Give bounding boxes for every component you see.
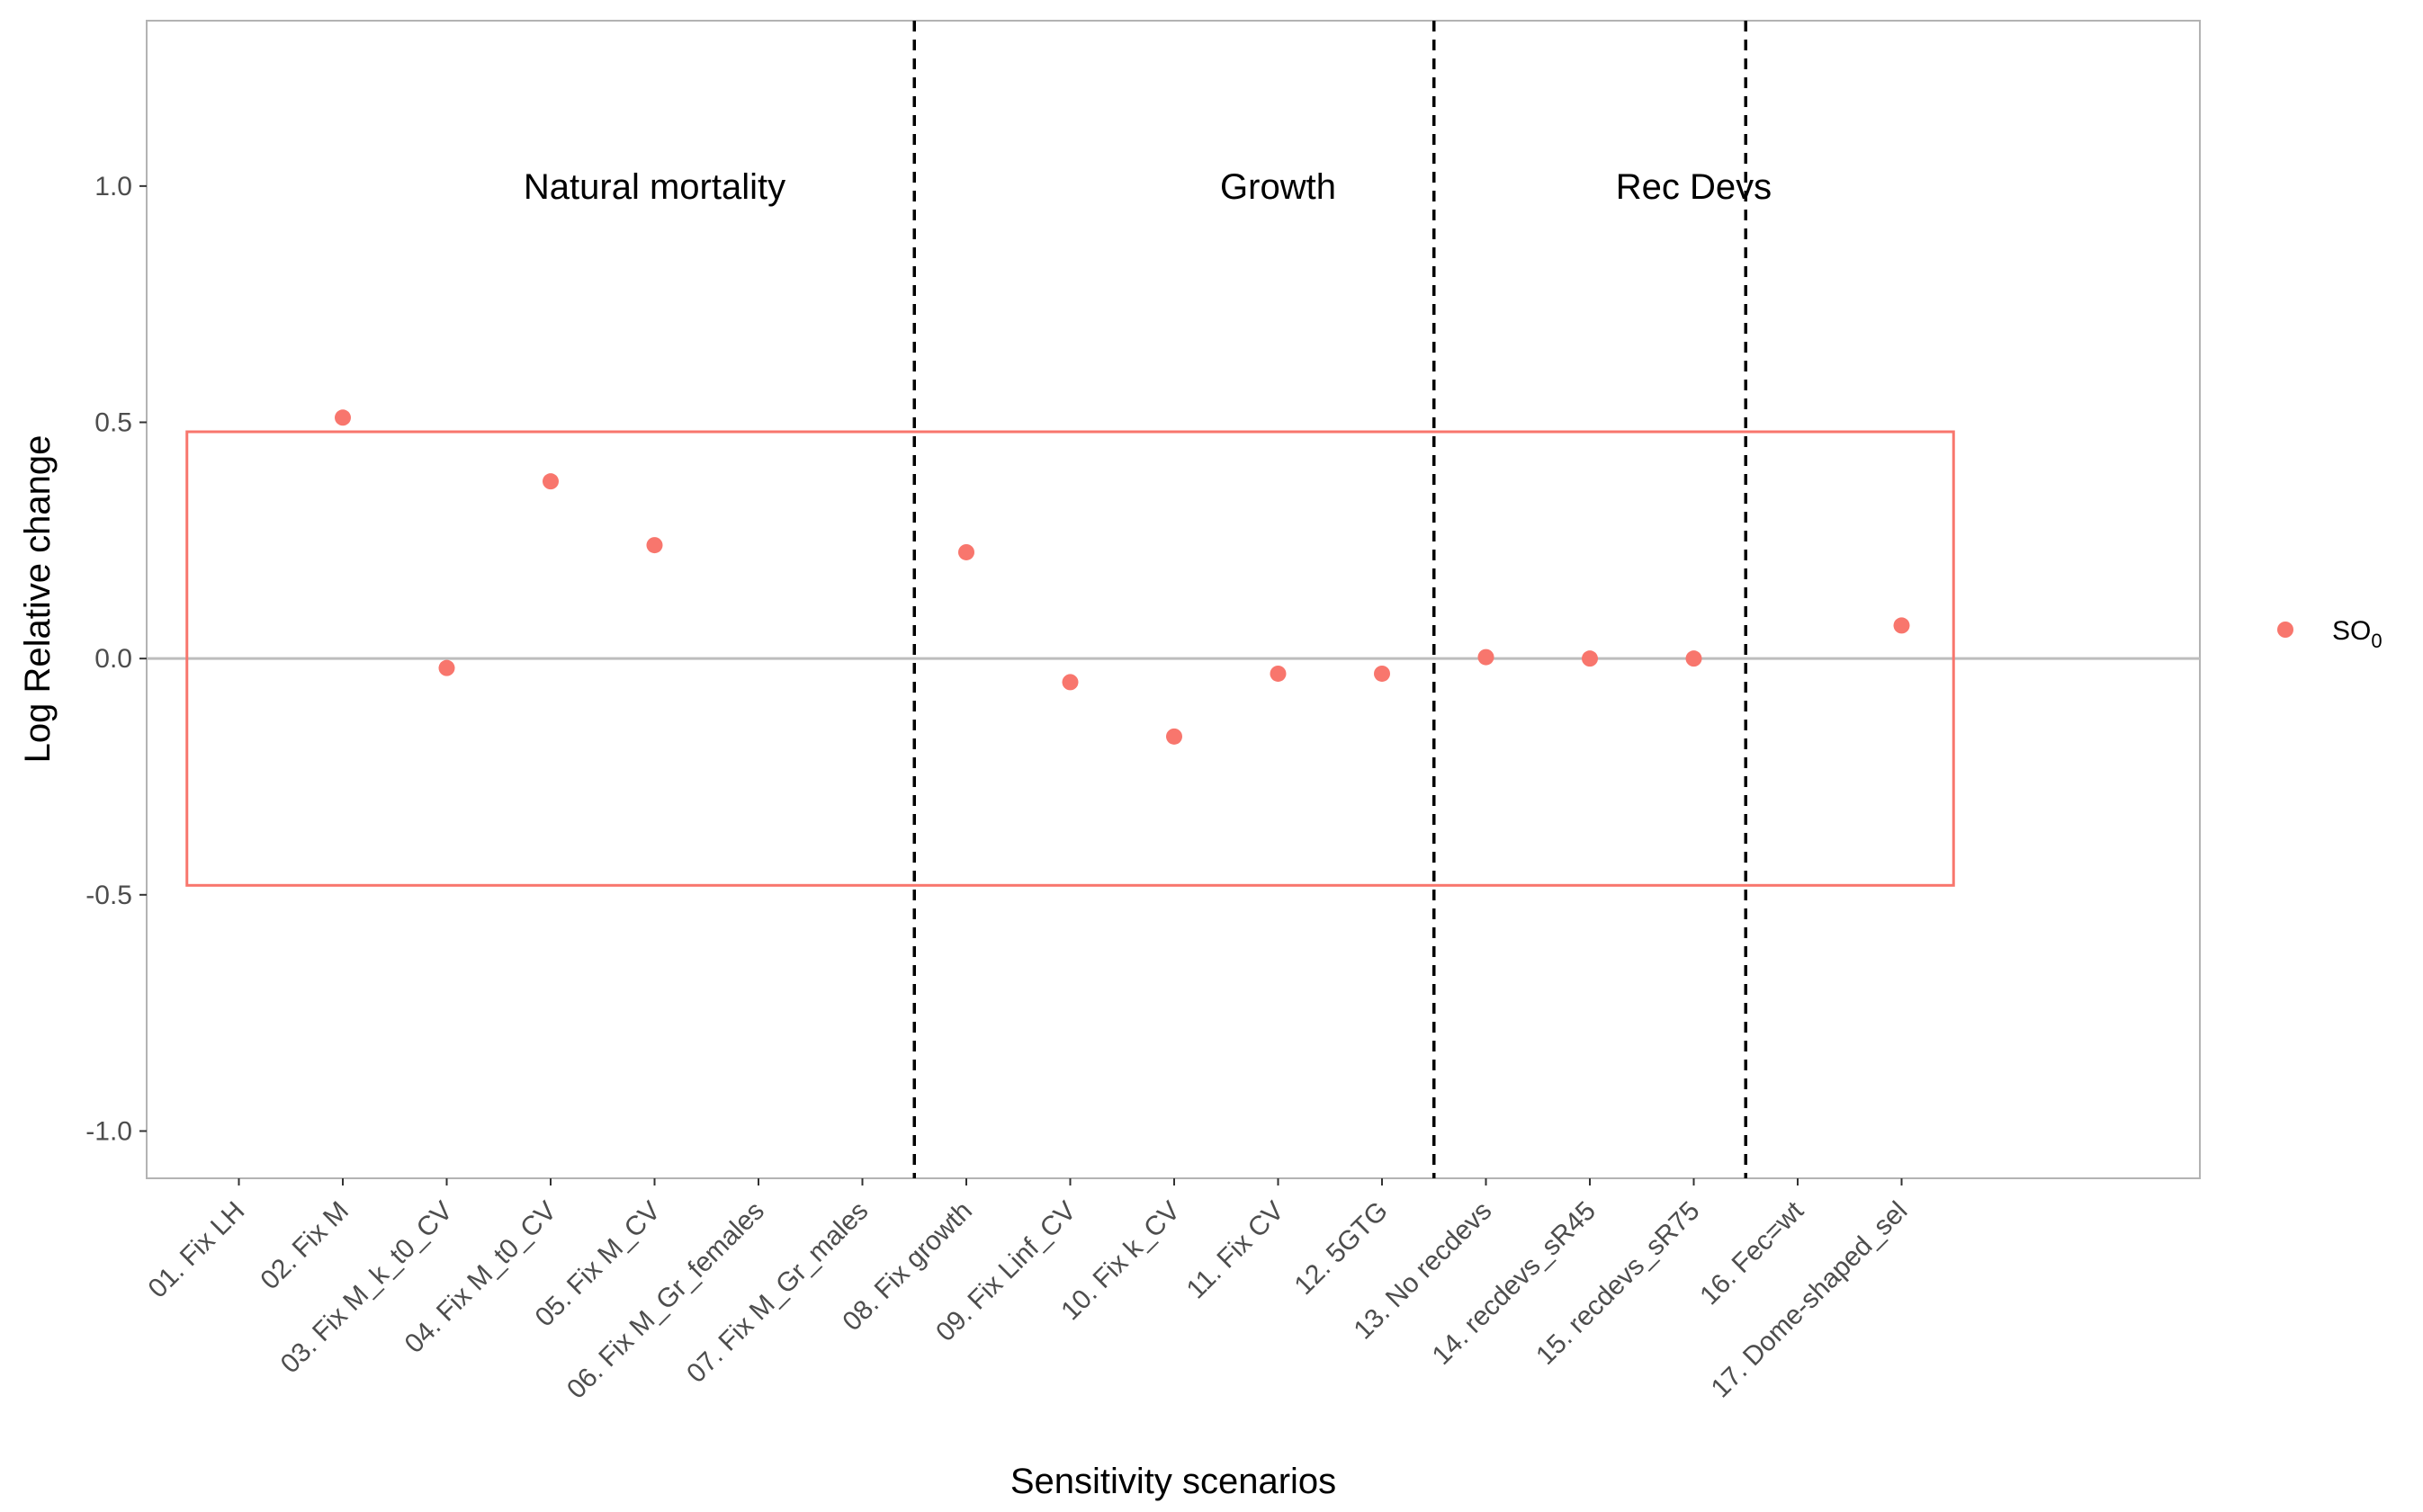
y-tick-label: 0.0: [94, 644, 132, 674]
x-tick-label: 01. Fix LH: [142, 1196, 250, 1304]
data-point: [543, 473, 559, 490]
x-tick-label: 17. Dome-shaped_sel: [1706, 1196, 1914, 1404]
data-point: [1374, 665, 1390, 682]
data-point: [1062, 674, 1079, 691]
legend: SO0: [2277, 616, 2383, 652]
data-point: [646, 537, 663, 554]
data-point: [1270, 665, 1287, 682]
section-label: Rec Devs: [1616, 167, 1772, 207]
legend-label-subscript: 0: [2371, 630, 2382, 652]
y-tick-label: -0.5: [85, 881, 132, 910]
data-point: [1582, 650, 1598, 667]
section-label: Natural mortality: [524, 167, 785, 207]
legend-label-so0: SO0: [2332, 616, 2383, 652]
y-axis-title: Log Relative change: [18, 435, 58, 764]
data-point: [335, 409, 351, 426]
legend-key-so0: [2277, 622, 2293, 638]
x-tick-label: 02. Fix M: [255, 1196, 354, 1296]
y-tick-label: 1.0: [94, 172, 132, 201]
y-tick-label: -1.0: [85, 1116, 132, 1146]
x-tick-label: 03. Fix M_k_t0_CV: [275, 1196, 459, 1380]
x-tick-label: 06. Fix M_Gr_females: [561, 1196, 770, 1405]
data-point: [1477, 649, 1494, 666]
section-label: Growth: [1220, 167, 1336, 207]
data-point: [1893, 617, 1910, 634]
x-tick-label: 16. Fec=wt: [1694, 1195, 1809, 1311]
legend-label-main: SO: [2332, 616, 2371, 646]
reference-range-box: [185, 430, 1955, 887]
x-axis-title: Sensitivity scenarios: [1010, 1462, 1336, 1501]
data-point: [958, 543, 974, 560]
plot-panel-border: [146, 20, 2201, 1179]
y-tick-label: 0.5: [94, 408, 132, 438]
x-tick-label: 07. Fix M_Gr_males: [681, 1196, 874, 1389]
data-point: [438, 659, 455, 676]
x-tick-label: 11. Fix CV: [1181, 1196, 1290, 1305]
x-tick-label: 12. 5GTG: [1288, 1196, 1393, 1301]
plot-marks: -1.0 -0.5 0.0 0.5 1.0 Natural mortality Growth…: [85, 21, 2200, 1405]
data-point: [1685, 650, 1702, 667]
data-point: [1166, 728, 1182, 745]
